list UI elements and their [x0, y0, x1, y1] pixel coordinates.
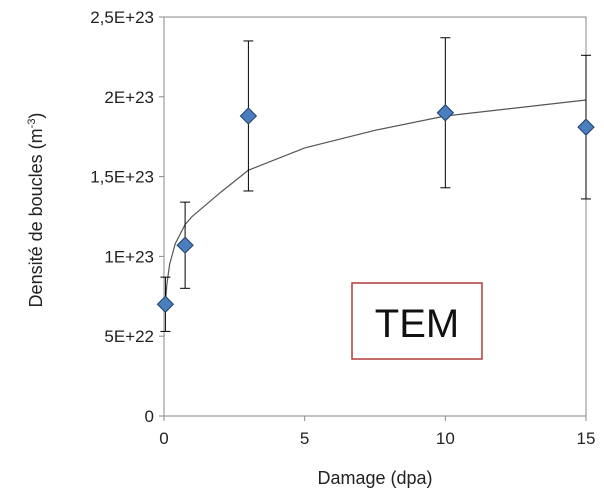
data-markers	[156, 104, 595, 313]
y-tick-label: 5E+22	[104, 327, 154, 346]
data-point-marker	[239, 107, 258, 125]
x-tick-label: 10	[436, 429, 455, 448]
y-axis-ticks: 0 5E+22 1E+23 1,5E+23 2E+23 2,5E+23	[90, 8, 164, 426]
x-tick-label: 0	[159, 429, 168, 448]
data-point-marker	[176, 236, 194, 254]
tem-annotation-label: TEM	[375, 302, 459, 346]
x-tick-label: 5	[300, 429, 309, 448]
y-tick-label: 0	[145, 407, 154, 426]
y-axis-title-main: Densité de boucles (m	[26, 128, 46, 307]
data-point-marker	[436, 104, 455, 122]
x-tick-label: 15	[577, 429, 596, 448]
data-point-marker	[156, 295, 175, 313]
y-tick-label: 2,5E+23	[90, 8, 154, 27]
data-point-marker	[577, 118, 595, 136]
y-tick-label: 1,5E+23	[90, 168, 154, 187]
tem-annotation: TEM	[351, 282, 483, 360]
tem-annotation-box	[351, 282, 483, 360]
y-axis-title-close: )	[26, 113, 46, 119]
y-tick-label: 2E+23	[104, 88, 154, 107]
x-axis-title: Damage (dpa)	[317, 468, 432, 488]
y-axis-title-superscript: -3	[26, 119, 38, 129]
x-axis-ticks: 0 5 10 15	[159, 416, 595, 448]
y-axis-title: Densité de boucles (m-3)	[26, 113, 46, 308]
y-tick-label: 1E+23	[104, 247, 154, 266]
